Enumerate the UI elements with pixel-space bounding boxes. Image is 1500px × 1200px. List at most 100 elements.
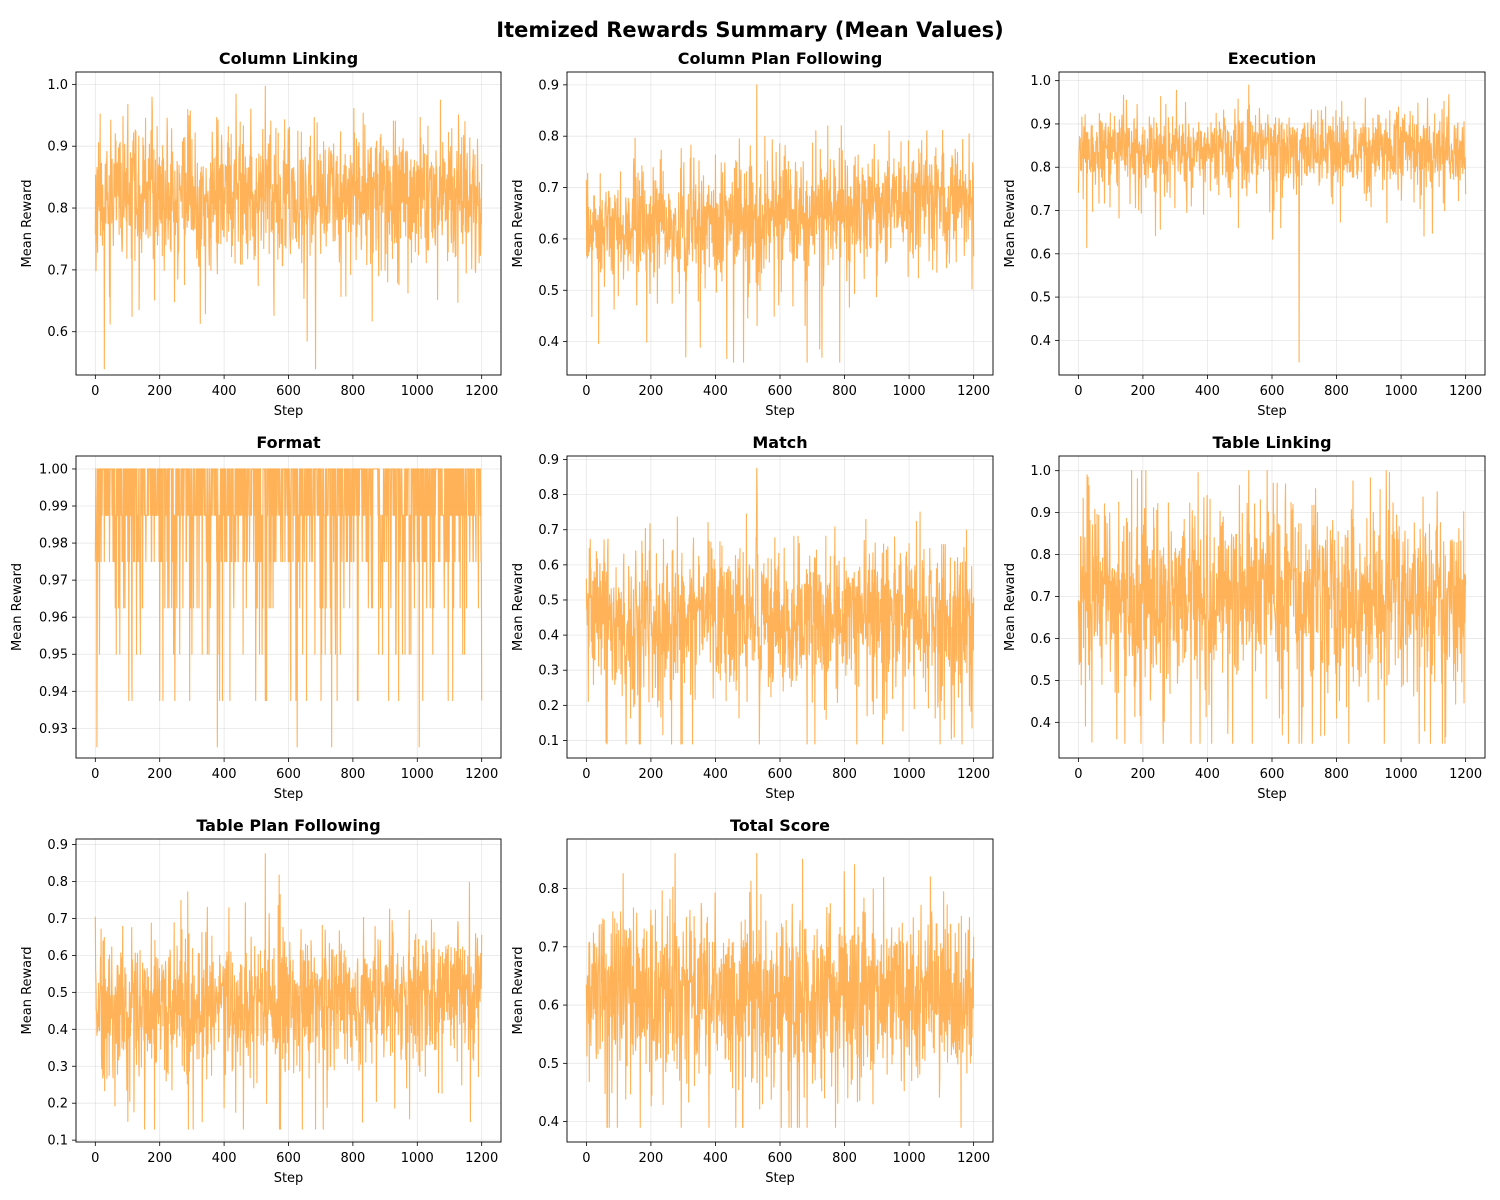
- y-axis-label: Mean Reward: [511, 563, 526, 651]
- y-tick-label: 0.8: [1030, 161, 1051, 176]
- y-tick-label: 0.4: [47, 1023, 68, 1038]
- x-tick-label: 800: [1324, 767, 1349, 782]
- y-tick-label: 0.6: [1030, 247, 1051, 262]
- x-tick-label: 0: [1074, 384, 1082, 399]
- y-axis-label: Mean Reward: [20, 180, 35, 268]
- x-tick-label: 1000: [1385, 767, 1418, 782]
- x-axis-label: Step: [765, 404, 795, 419]
- x-tick-label: 1200: [1449, 767, 1482, 782]
- x-tick-label: 600: [768, 1151, 793, 1166]
- x-tick-label: 1000: [893, 384, 926, 399]
- y-tick-label: 1.0: [47, 78, 68, 93]
- subplot-table-plan-following: 0 200 400 600 800 1000 1200 0.1 0.2 0.3 0.4 0.5 0.6 0…: [20, 816, 502, 1186]
- x-tick-label: 800: [340, 384, 365, 399]
- x-tick-label: 200: [638, 1151, 663, 1166]
- subplot-title: Column Linking: [219, 49, 358, 68]
- subplot-title: Match: [752, 433, 807, 452]
- x-tick-label: 800: [340, 767, 365, 782]
- x-axis-label: Step: [1257, 787, 1287, 802]
- y-tick-label: 0.4: [1030, 334, 1051, 349]
- y-tick-label: 0.8: [47, 202, 68, 217]
- x-tick-label: 1200: [957, 1151, 990, 1166]
- subplot-table-linking: 0 200 400 600 800 1000 1200 0.4 0.5 0.6 0.7 0.8 0.9 1…: [1003, 433, 1486, 802]
- x-tick-label: 1200: [957, 384, 990, 399]
- x-tick-label: 800: [832, 1151, 857, 1166]
- y-tick-label: 0.93: [39, 722, 68, 737]
- y-tick-label: 0.5: [538, 284, 559, 299]
- y-tick-label: 0.7: [47, 912, 68, 927]
- subplot-title: Table Plan Following: [196, 816, 380, 835]
- x-tick-label: 200: [147, 767, 172, 782]
- x-tick-label: 600: [768, 384, 793, 399]
- series-line: [94, 468, 483, 748]
- y-tick-label: 0.96: [39, 611, 68, 626]
- x-tick-label: 200: [1130, 767, 1155, 782]
- x-axis-label: Step: [1257, 404, 1287, 419]
- x-tick-label: 200: [638, 384, 663, 399]
- x-tick-label: 400: [1195, 767, 1220, 782]
- y-tick-label: 0.8: [538, 488, 559, 503]
- y-tick-label: 0.5: [538, 593, 559, 608]
- x-tick-label: 0: [1074, 767, 1082, 782]
- y-tick-label: 1.0: [1030, 464, 1051, 479]
- x-tick-label: 1000: [1385, 384, 1418, 399]
- x-tick-label: 200: [638, 767, 663, 782]
- plot-frame: [1058, 455, 1486, 759]
- x-tick-label: 600: [276, 767, 301, 782]
- x-tick-label: 800: [1324, 384, 1349, 399]
- y-axis-label: Mean Reward: [20, 947, 35, 1035]
- y-tick-label: 0.3: [538, 664, 559, 679]
- y-tick-label: 0.6: [47, 949, 68, 964]
- y-tick-label: 0.6: [538, 232, 559, 247]
- y-tick-label: 0.8: [1030, 548, 1051, 563]
- x-tick-label: 400: [1195, 384, 1220, 399]
- x-tick-label: 600: [276, 1151, 301, 1166]
- figure-title: Itemized Rewards Summary (Mean Values): [496, 18, 1004, 42]
- subplot-format: 0 200 400 600 800 1000 1200 0.93 0.94 0.95 0.96 0.9…: [10, 433, 502, 802]
- subplot-title: Total Score: [730, 816, 830, 835]
- y-tick-label: 0.9: [47, 838, 68, 853]
- y-tick-label: 0.7: [538, 181, 559, 196]
- x-tick-label: 800: [832, 767, 857, 782]
- x-tick-label: 600: [1260, 767, 1285, 782]
- y-tick-label: 0.5: [1030, 291, 1051, 306]
- x-tick-label: 400: [212, 384, 237, 399]
- x-tick-label: 1200: [465, 767, 498, 782]
- series-line: [585, 84, 975, 363]
- series-line: [1077, 470, 1467, 744]
- x-tick-label: 400: [212, 767, 237, 782]
- subplot-title: Column Plan Following: [678, 49, 883, 68]
- x-axis-label: Step: [274, 1171, 304, 1186]
- x-tick-label: 800: [340, 1151, 365, 1166]
- y-axis-label: Mean Reward: [1003, 563, 1018, 651]
- subplot-column-plan-following: 0 200 400 600 800 1000 1200 0.4 0.5 0.6 0.7 0.8 0.9 C…: [511, 49, 994, 419]
- y-tick-label: 0.6: [538, 999, 559, 1014]
- y-tick-label: 0.4: [538, 335, 559, 350]
- subplot-title: Table Linking: [1212, 433, 1331, 452]
- x-tick-label: 1200: [465, 1151, 498, 1166]
- x-tick-label: 200: [147, 1151, 172, 1166]
- x-tick-label: 600: [276, 384, 301, 399]
- series-line: [1077, 84, 1467, 363]
- x-tick-label: 0: [91, 384, 99, 399]
- y-tick-label: 0.3: [47, 1060, 68, 1075]
- plot-frame: [566, 71, 994, 376]
- plot-frame: [1058, 71, 1486, 376]
- x-tick-label: 1000: [893, 1151, 926, 1166]
- y-tick-label: 0.6: [538, 558, 559, 573]
- y-tick-label: 0.1: [47, 1134, 68, 1149]
- y-tick-label: 0.7: [47, 263, 68, 278]
- y-tick-label: 0.98: [39, 537, 68, 552]
- y-tick-label: 0.1: [538, 734, 559, 749]
- plot-frame: [75, 455, 502, 759]
- y-tick-label: 0.5: [538, 1057, 559, 1072]
- subplot-execution: 0 200 400 600 800 1000 1200 0.4 0.5 0.6 0.7 0.8 0.9 1…: [1003, 49, 1486, 419]
- subplot-total-score: 0 200 400 600 800 1000 1200 0.4 0.5 0.6 0.7 0.8 Tota…: [511, 816, 994, 1186]
- y-tick-label: 0.6: [1030, 632, 1051, 647]
- plot-frame: [566, 838, 994, 1143]
- y-tick-label: 0.4: [538, 1115, 559, 1130]
- y-tick-label: 0.8: [47, 875, 68, 890]
- series-line: [585, 853, 975, 1128]
- y-tick-label: 0.9: [47, 140, 68, 155]
